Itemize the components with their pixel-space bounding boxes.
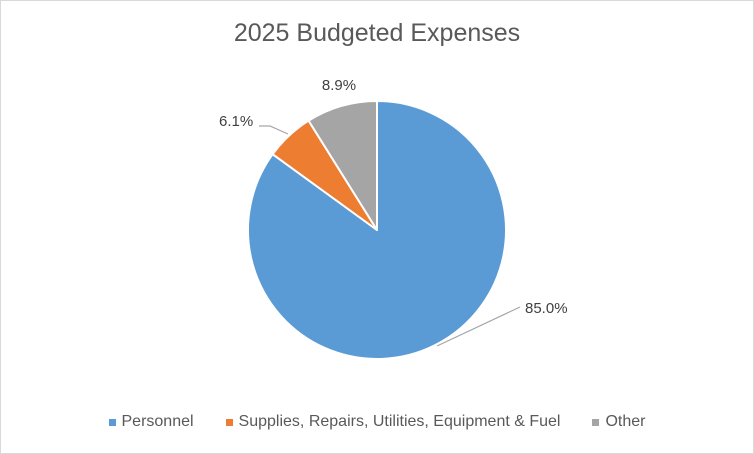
legend-label-other: Other bbox=[605, 413, 646, 430]
leader-line-supplies bbox=[259, 125, 289, 135]
legend-item-personnel: Personnel bbox=[108, 413, 194, 431]
chart-title: 2025 Budgeted Expenses bbox=[233, 19, 521, 47]
legend-swatch-personnel bbox=[108, 418, 116, 426]
legend-label-personnel: Personnel bbox=[121, 413, 194, 430]
leader-line-personnel bbox=[436, 306, 521, 347]
legend-swatch-supplies bbox=[225, 418, 233, 426]
legend-swatch-other bbox=[592, 418, 600, 426]
legend: Personnel Supplies, Repairs, Utilities, … bbox=[0, 410, 754, 434]
legend-label-supplies: Supplies, Repairs, Utilities, Equipment … bbox=[238, 413, 561, 430]
data-label-other: 8.9% bbox=[322, 77, 356, 94]
pie-slice-other bbox=[307, 100, 378, 231]
data-label-personnel: 85.0% bbox=[525, 300, 568, 317]
legend-item-other: Other bbox=[592, 413, 645, 431]
data-label-supplies: 6.1% bbox=[219, 113, 253, 130]
legend-item-supplies: Supplies, Repairs, Utilities, Equipment … bbox=[225, 413, 561, 431]
